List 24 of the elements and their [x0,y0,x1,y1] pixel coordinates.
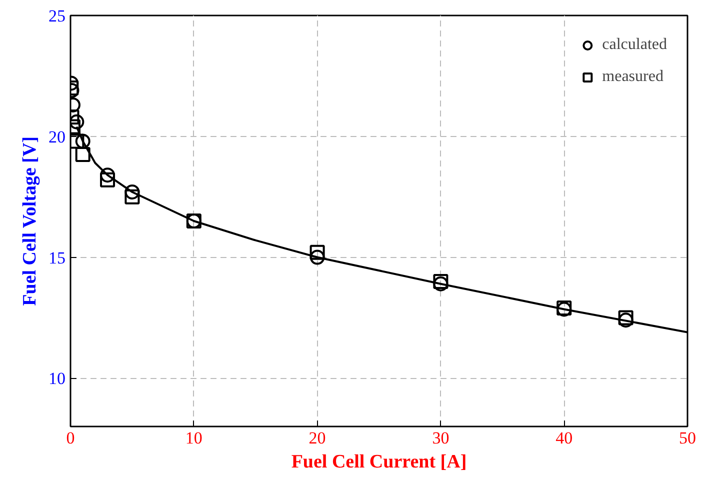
point [75,147,90,162]
point [124,184,140,200]
x-tick-label: 10 [185,428,202,448]
point [310,244,325,260]
x-tick-label: 20 [308,428,326,448]
point [70,134,84,149]
x-tick-label: 40 [556,428,573,448]
x-axis-title: Fuel Cell Current [A] [291,452,467,472]
y-tick-label: 15 [48,248,66,268]
y-tick-label: 20 [48,127,66,146]
point [124,189,140,204]
point [310,250,325,265]
y-tick-label: 10 [48,369,66,388]
point [100,168,116,183]
legend-label: calculated [602,36,667,54]
legend-label: measured [602,68,664,86]
x-tick-label: 0 [66,428,75,448]
y-tick-label: 25 [48,6,66,26]
x-tick-label: 30 [432,428,450,448]
point [100,172,116,188]
y-axis-title: Fuel Cell Voltage [V] [20,136,40,306]
point [70,114,84,130]
x-tick-label: 50 [679,428,696,448]
point [75,134,90,149]
